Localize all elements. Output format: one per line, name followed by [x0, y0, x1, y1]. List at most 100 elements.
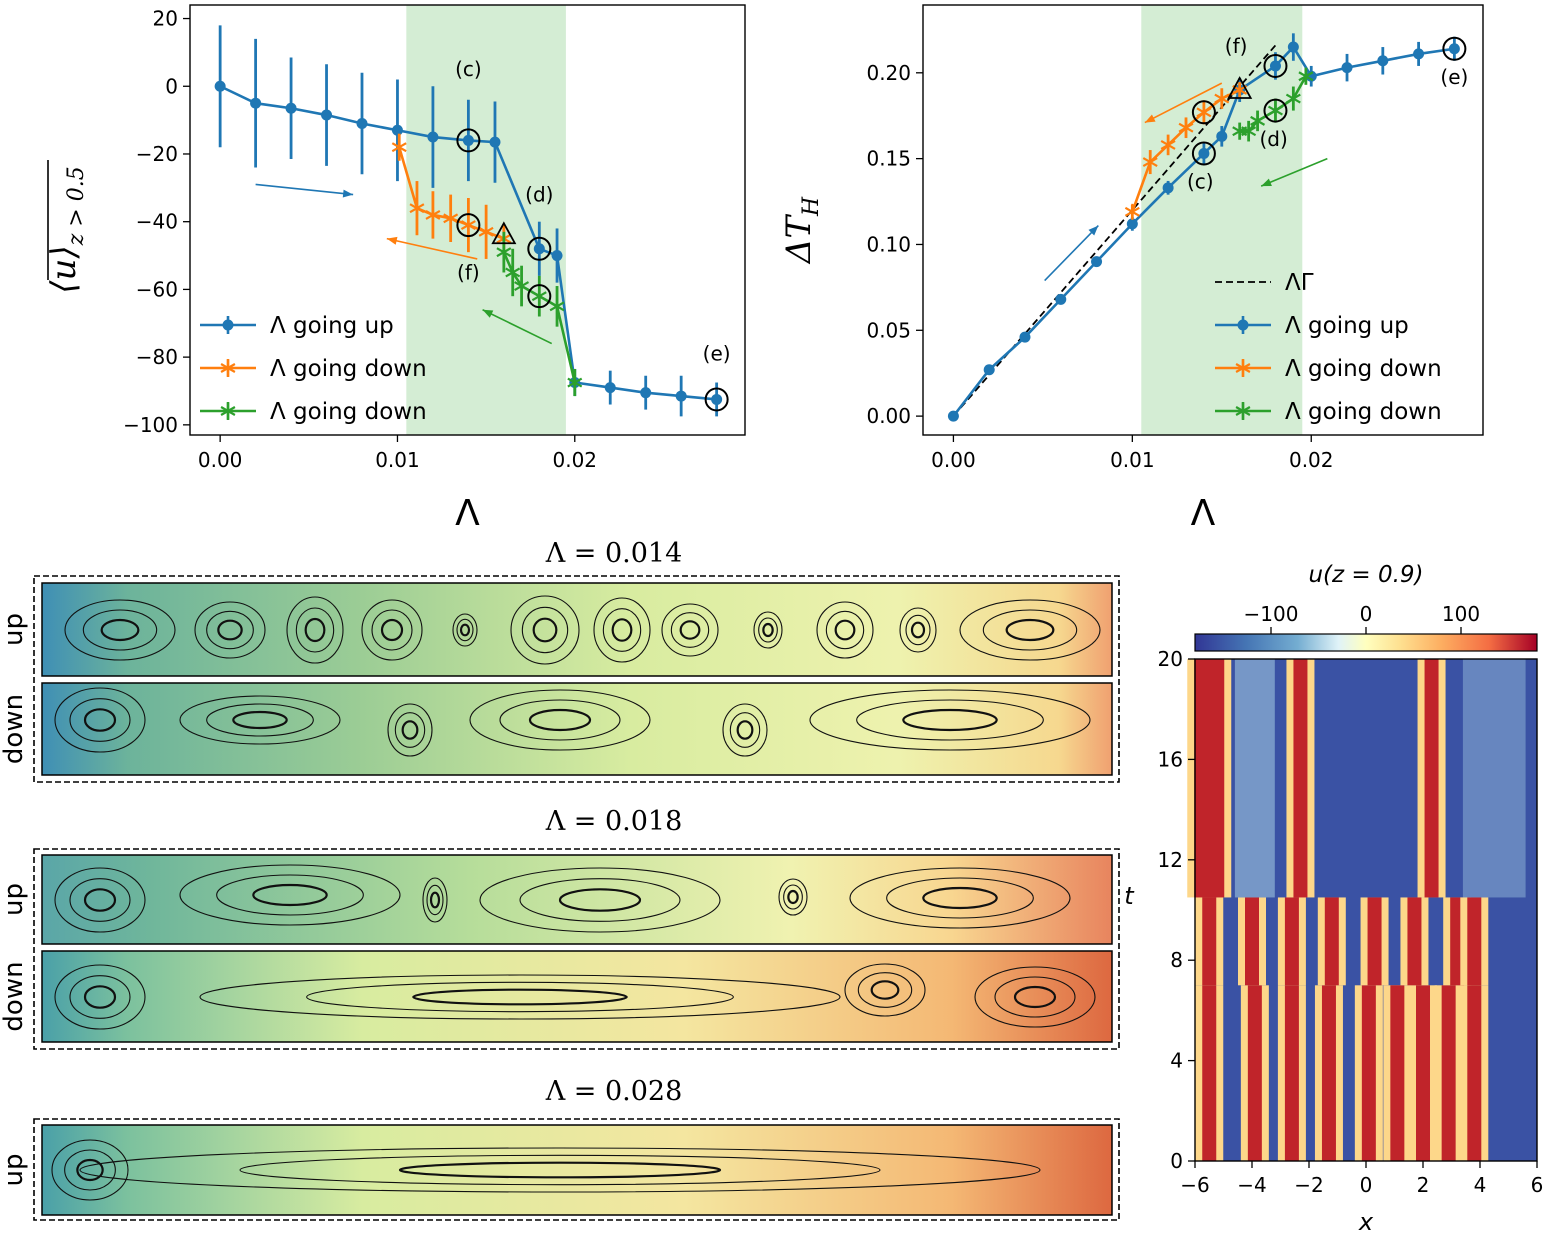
data-point: [1377, 55, 1389, 67]
direction-arrow-2: [1260, 157, 1328, 187]
direction-arrow-0-head: [1088, 225, 1099, 236]
direction-arrow-0: [1044, 225, 1099, 282]
heatmap-band: [1407, 897, 1422, 986]
annotation: (f): [457, 260, 480, 284]
streamline: [54, 964, 146, 1030]
x-axis-label: Λ: [1191, 493, 1216, 534]
y-tick-label: 0.20: [866, 61, 911, 85]
streamline: [304, 617, 326, 643]
streamline: [401, 720, 419, 740]
heatmap-band-mix: [1462, 659, 1526, 898]
data-point: [549, 301, 565, 312]
streamline: [809, 689, 1091, 751]
streamline: [83, 985, 117, 1009]
data-point: [391, 124, 403, 136]
data-point: [460, 220, 476, 231]
heatmap-band: [1424, 659, 1439, 898]
data-point: [1198, 147, 1210, 159]
data-point: [1448, 43, 1460, 55]
data-point: [1019, 331, 1031, 343]
colorbar-tick-label: 0: [1360, 602, 1373, 626]
highlight-circle: [1263, 53, 1288, 78]
y-tick-label: 12: [1158, 848, 1183, 872]
streamline: [232, 710, 288, 730]
highlight-circle: [704, 387, 729, 412]
snapshot-row-label: up: [0, 1154, 29, 1187]
data-point: [1216, 130, 1228, 142]
streamline: [922, 886, 998, 910]
snapshot-panel: [41, 582, 1113, 677]
streamline: [670, 612, 710, 648]
direction-arrow-2-head: [482, 309, 494, 318]
heatmap-band-mix: [1234, 659, 1275, 898]
highlight-circle: [1191, 141, 1216, 166]
highlight-triangle: [1227, 76, 1253, 99]
streamline: [753, 611, 783, 649]
data-point: [1178, 122, 1194, 133]
streamline: [64, 1149, 116, 1191]
data-point: [533, 243, 545, 255]
annotation: (c): [455, 57, 482, 81]
heatmap-band: [1245, 897, 1259, 986]
x-tick-label: 0.02: [553, 448, 598, 472]
colorbar-tick-label: −100: [1244, 602, 1299, 626]
streamline: [239, 1154, 881, 1186]
legend: ΛΓ Λ going up Λ going down Λ going down: [1215, 270, 1442, 425]
heatmap-band: [1467, 985, 1482, 1161]
x-tick-label: 0.00: [931, 448, 976, 472]
legend-marker: [222, 319, 234, 331]
data-point: [1055, 293, 1067, 305]
direction-arrow-1-head: [386, 236, 398, 245]
highlight-circle: [1191, 100, 1216, 125]
streamline: [479, 867, 721, 933]
streamline: [422, 877, 448, 923]
data-point: [1287, 41, 1299, 53]
highlight-circle: [527, 236, 552, 261]
data-point: [250, 97, 262, 109]
streamline: [194, 601, 266, 659]
data-point: [1091, 256, 1103, 268]
data-point: [443, 213, 459, 224]
x-tick-label: 6: [1531, 1173, 1544, 1197]
streamline: [602, 608, 642, 652]
top-right-chart: (f) (c) (d) (e) 0.00 0.01 0.02 0.00 0.05 0.10 0.15…: [779, 4, 1484, 534]
top-left-chart: (c) (d) (f) (e) 0.00 0.01 0.02 20 0 −20 −40 −60 −80 −…: [44, 4, 746, 534]
direction-arrow-1: [386, 237, 478, 260]
streamline: [722, 703, 768, 757]
data-point: [1267, 105, 1283, 116]
streamline: [306, 981, 734, 1013]
heatmap-band: [1367, 897, 1382, 986]
y-tick-label: 0.15: [866, 147, 911, 171]
highlight-circle: [456, 128, 481, 153]
y-tick-label: 0.00: [866, 404, 911, 428]
data-point: [947, 410, 959, 422]
snapshot-row-label: down: [0, 694, 29, 764]
heatmap-band: [1416, 985, 1430, 1161]
streamline: [426, 884, 444, 916]
annotation: (e): [1440, 65, 1468, 89]
streamline: [787, 889, 799, 905]
legend-marker: [220, 406, 236, 416]
y-tick-label: 20: [153, 7, 178, 31]
data-point: [462, 134, 474, 146]
streamline: [870, 980, 900, 1000]
y-tick-label: 0: [165, 74, 178, 98]
y-tick-label: −60: [136, 277, 178, 301]
legend-marker: [1235, 406, 1251, 416]
data-point: [1269, 60, 1281, 72]
streamline: [521, 606, 569, 654]
snapshot-group-frame: [33, 1118, 1120, 1221]
heatmap-band: [1441, 985, 1456, 1161]
streamline: [206, 703, 314, 737]
data-point: [1142, 157, 1158, 168]
data-point: [1298, 71, 1314, 82]
streamline: [974, 966, 1096, 1028]
y-tick-label: 0.10: [866, 232, 911, 256]
streamline: [179, 695, 341, 745]
legend-label: ΛΓ: [1285, 270, 1314, 296]
data-point: [496, 247, 512, 258]
streamline: [532, 617, 558, 643]
direction-arrow-2-head: [1261, 178, 1272, 187]
annotation: (f): [1225, 34, 1248, 58]
y-tick-label: 20: [1158, 647, 1183, 671]
